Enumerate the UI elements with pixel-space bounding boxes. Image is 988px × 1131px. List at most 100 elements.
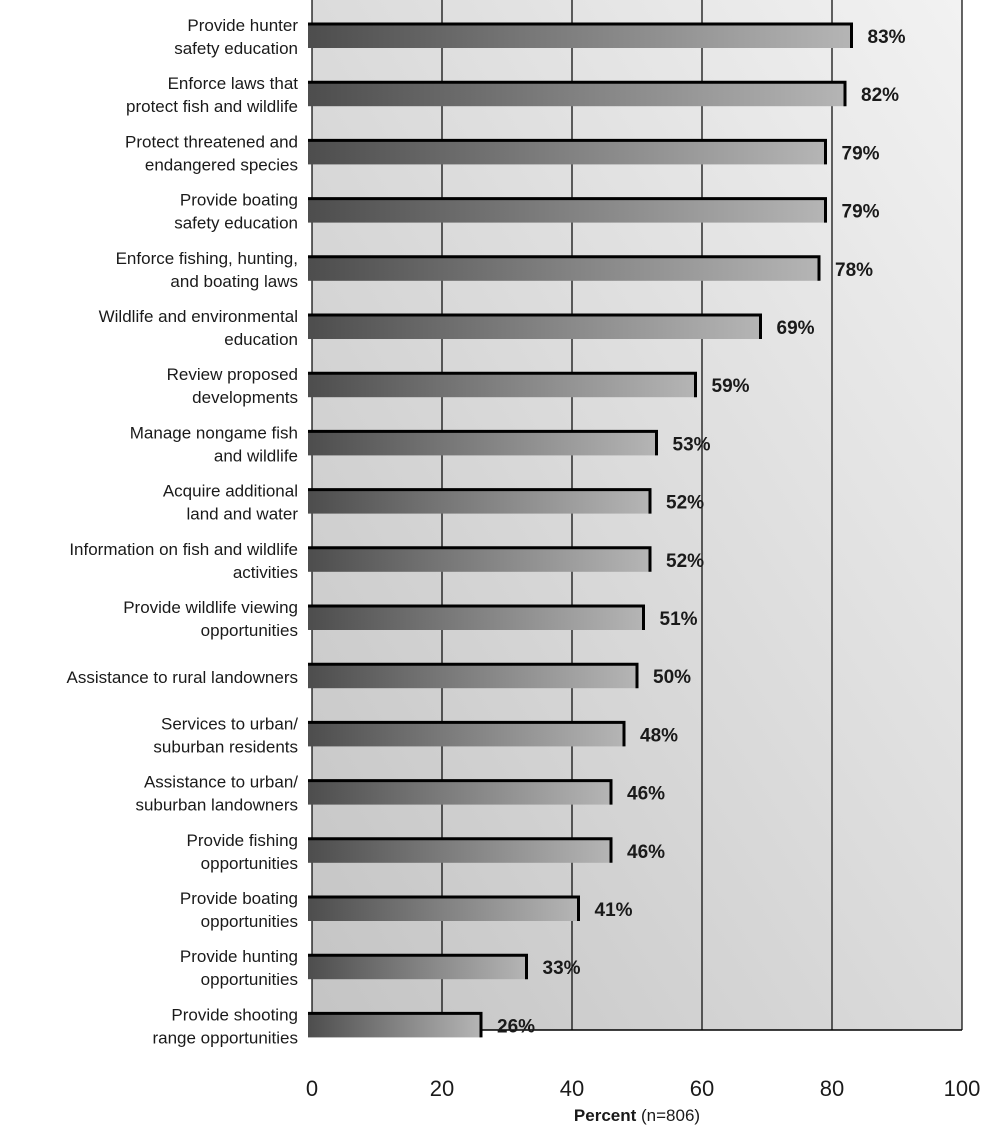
bar [308,955,527,980]
bar-edge [308,837,613,863]
bar-edge [308,488,652,514]
category-label-line: Information on fish and wildlife [69,540,298,559]
x-axis-title-bold: Percent [574,1106,637,1125]
category-label-line: and boating laws [170,272,298,291]
bar [308,24,852,48]
category-label-line: Services to urban/ [161,714,298,733]
category-label-line: endangered species [145,155,298,174]
bar-value-label: 83% [868,27,906,48]
bar [308,780,611,805]
category-label-line: suburban landowners [135,796,298,815]
gridlines [311,0,963,1031]
bar-value-label: 50% [653,667,691,688]
category-label-line: safety education [174,39,298,58]
bar-value-label: 52% [666,493,704,514]
category-label: Provide boating opportunities [180,889,298,931]
bar-edge [308,138,827,165]
x-axis-title-rest: (n=806) [636,1106,700,1125]
bar-value-label: 52% [666,551,704,572]
category-label-line: protect fish and wildlife [126,97,298,116]
bar-edge [308,313,762,339]
category-label: Enforce laws that protect fish and wildli… [126,74,298,116]
bar [308,431,657,456]
category-label-line: education [224,330,298,349]
x-tick-labels: 0 20 40 60 80 100 [306,1076,980,1101]
category-label-line: developments [192,388,298,407]
bar [308,1013,481,1038]
bar [308,606,644,630]
bar [308,897,579,921]
bar-edge [308,953,528,980]
category-label-line: opportunities [201,970,298,989]
bar-value-label: 41% [595,900,633,921]
bar-edge [308,429,658,456]
bar-edge [308,662,639,689]
category-label: Provide hunter safety education [174,16,298,58]
category-label: Review proposed developments [167,365,298,407]
category-label-line: activities [233,563,298,582]
category-label-line: range opportunities [152,1028,298,1047]
bar-value-label: 33% [543,958,581,979]
category-label: Assistance to urban/suburban landowners [135,773,298,815]
bar-edge [308,255,821,281]
x-tick-label: 80 [820,1076,844,1101]
bar [308,373,696,398]
category-label-line: opportunities [201,912,298,931]
category-label: Services to urban/suburban residents [153,714,298,756]
bar-edge [308,197,827,223]
category-label: Enforce fishing, hunting, and boating law… [116,249,298,291]
category-label: Manage nongame fish and wildlife [130,423,298,465]
category-label-line: Provide wildlife viewing [123,598,298,617]
bar-value-label: 46% [627,784,665,805]
bar-edge [308,895,580,921]
x-tick-label: 20 [430,1076,454,1101]
bars: 83% 82% 79% 79% 78% 69% 59% 53% 52% 52% 51% 50% 48% 4… [308,22,906,1038]
bar-edge [308,80,847,107]
category-label-line: opportunities [201,621,298,640]
x-tick-label: 0 [306,1076,318,1101]
bar [308,664,637,689]
bar-edge [308,604,645,630]
category-label: Provide boating safety education [174,191,298,233]
bar-edge [308,720,626,747]
category-label: Provide hunting opportunities [180,947,298,989]
bar-value-label: 48% [640,725,678,746]
bar-value-label: 26% [497,1016,535,1037]
category-label: Assistance to rural landowners [66,668,298,687]
category-label-line: Provide hunting [180,947,298,966]
category-label-line: Assistance to rural landowners [66,668,298,687]
bar [308,256,819,281]
category-label-line: opportunities [201,854,298,873]
bar-edge [308,22,853,48]
category-label-line: Provide fishing [186,831,298,850]
category-label-line: Provide hunter [187,16,298,35]
category-label: Wildlife and environmental education [99,307,298,349]
bar-edge [308,779,613,805]
bar-value-label: 59% [712,376,750,397]
bar-value-label: 53% [673,434,711,455]
bar [308,198,826,223]
category-label-line: Enforce fishing, hunting, [116,249,298,268]
category-label-line: Review proposed [167,365,298,384]
bar [308,82,845,107]
category-label-line: Provide boating [180,191,298,210]
bar-edge [308,371,697,398]
category-label-line: Provide boating [180,889,298,908]
category-label: Acquire additional land and water [163,482,298,524]
bar-edge [308,1011,483,1038]
category-label-line: Manage nongame fish [130,423,298,442]
category-label-line: Provide shooting [171,1005,298,1024]
x-tick-label: 100 [944,1076,981,1101]
category-label-line: and wildlife [214,446,298,465]
category-label-line: Enforce laws that [168,74,299,93]
category-label: Provide shooting range opportunities [152,1005,298,1047]
bar [308,547,650,572]
bar-value-label: 82% [861,85,899,106]
bar-edge [308,546,652,572]
bar-value-label: 79% [842,143,880,164]
x-tick-label: 60 [690,1076,714,1101]
x-axis-title: Percent (n=806) [574,1106,700,1125]
bar-value-label: 79% [842,202,880,223]
